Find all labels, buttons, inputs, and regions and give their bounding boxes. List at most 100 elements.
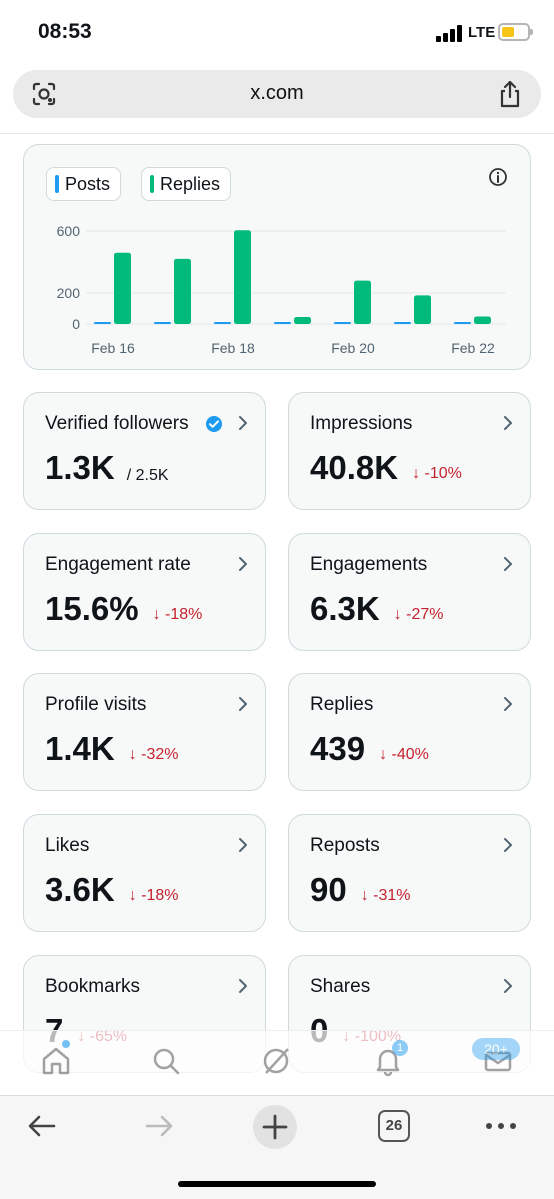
metric-value: 439 <box>310 730 366 767</box>
y-tick-label: 600 <box>57 223 81 239</box>
grok-icon[interactable] <box>260 1045 292 1077</box>
battery-icon <box>498 23 533 41</box>
tabs-count-button[interactable]: 26 <box>378 1110 410 1142</box>
legend-posts-label: Posts <box>65 174 111 194</box>
metric-label: Bookmarks <box>45 976 141 997</box>
metric-delta: ↓ -18% <box>128 887 179 904</box>
chevron-right-icon <box>504 838 512 852</box>
y-tick-label: 0 <box>72 316 80 332</box>
bar-posts <box>154 322 171 324</box>
mail-icon[interactable] <box>482 1045 514 1077</box>
metric-value: 15.6% <box>45 590 139 627</box>
metric-label: Engagements <box>310 554 428 575</box>
network-type: LTE <box>468 24 496 41</box>
bar-replies <box>414 295 431 324</box>
metric-label: Likes <box>45 835 90 856</box>
bar-posts <box>214 322 231 324</box>
forward-icon[interactable] <box>143 1110 175 1142</box>
activity-chart-card: Posts Replies 600 200 0 Feb 16 Feb 18 Feb 20 F… <box>23 144 531 370</box>
metric-label: Profile visits <box>45 694 147 715</box>
metric-label: Impressions <box>310 413 413 434</box>
address-bar[interactable]: x.com <box>13 70 541 118</box>
chevron-right-icon <box>504 697 512 711</box>
legend-replies[interactable]: Replies <box>141 167 232 201</box>
url-text[interactable]: x.com <box>250 82 304 104</box>
metric-subvalue: / 2.5K <box>126 467 169 484</box>
metric-card[interactable]: Reposts 90 ↓ -31% <box>288 814 531 932</box>
chevron-right-icon <box>239 979 247 993</box>
x-tick-label: Feb 20 <box>331 340 375 356</box>
legend-posts[interactable]: Posts <box>46 167 122 201</box>
search-icon[interactable] <box>150 1045 182 1077</box>
bar-replies <box>354 280 371 324</box>
replies-swatch <box>150 175 154 193</box>
home-indicator <box>178 1181 376 1187</box>
home-dot <box>62 1040 70 1048</box>
bar-posts <box>394 322 411 324</box>
status-bar: 08:53 LTE <box>0 0 554 66</box>
plus-icon <box>262 1114 288 1140</box>
bar-replies <box>174 258 191 324</box>
metric-value: 90 <box>310 871 347 908</box>
bar-posts <box>94 322 111 324</box>
chevron-right-icon <box>239 838 247 852</box>
metric-card[interactable]: Profile visits 1.4K ↓ -32% <box>23 673 266 791</box>
bar-replies <box>294 317 311 324</box>
metric-card[interactable]: Replies 439 ↓ -40% <box>288 673 531 791</box>
back-icon[interactable] <box>26 1110 58 1142</box>
bar-posts <box>274 322 291 324</box>
share-icon[interactable] <box>497 80 523 108</box>
messages-badge: 20+ <box>472 1038 520 1060</box>
metric-card[interactable]: Impressions 40.8K ↓ -10% <box>288 392 531 510</box>
metric-card[interactable]: Engagement rate 15.6% ↓ -18% <box>23 533 266 651</box>
bar-posts <box>454 322 471 324</box>
metric-delta: ↓ -40% <box>379 746 429 763</box>
bell-icon[interactable] <box>372 1045 404 1077</box>
metric-label: Shares <box>310 976 371 997</box>
new-tab-button[interactable] <box>253 1105 297 1149</box>
metric-delta: ↓ -10% <box>412 465 462 482</box>
chevron-right-icon <box>504 416 512 430</box>
bar-replies <box>234 230 251 324</box>
chevron-right-icon <box>504 979 512 993</box>
metric-value: 1.3K <box>45 449 115 486</box>
legend-replies-label: Replies <box>160 174 221 194</box>
metric-delta: ↓ -32% <box>128 746 179 763</box>
x-tick-label: Feb 22 <box>451 340 495 356</box>
bar-replies <box>114 252 131 324</box>
bar-posts <box>334 322 351 324</box>
lens-icon[interactable] <box>31 81 57 107</box>
metric-value: 40.8K <box>310 449 399 486</box>
metric-label: Verified followers <box>45 413 189 434</box>
metric-delta: ↓ -31% <box>360 887 411 904</box>
chevron-right-icon <box>239 416 247 430</box>
metric-label: Engagement rate <box>45 554 191 575</box>
metric-card[interactable]: Engagements 6.3K ↓ -27% <box>288 533 531 651</box>
metric-card[interactable]: Verified followers 1.3K / 2.5K <box>23 392 266 510</box>
more-icon[interactable] <box>484 1110 518 1142</box>
metric-value: 3.6K <box>45 871 115 908</box>
status-time: 08:53 <box>38 20 92 43</box>
metric-value: 1.4K <box>45 730 115 767</box>
chevron-right-icon <box>239 557 247 571</box>
metric-label: Reposts <box>310 835 380 856</box>
metric-delta: ↓ -18% <box>152 606 203 623</box>
bar-replies <box>474 316 491 324</box>
verified-badge-icon <box>206 416 222 432</box>
metric-delta: ↓ -27% <box>393 606 444 623</box>
signal-icon <box>436 24 464 42</box>
metric-label: Replies <box>310 694 374 715</box>
x-tick-label: Feb 18 <box>211 340 255 356</box>
x-tab-bar <box>0 1030 554 1094</box>
divider <box>0 133 554 134</box>
info-icon[interactable] <box>488 167 508 187</box>
notification-badge: 1 <box>392 1040 408 1056</box>
y-tick-label: 200 <box>57 285 81 301</box>
chevron-right-icon <box>239 697 247 711</box>
home-icon[interactable] <box>40 1045 72 1077</box>
metric-value: 6.3K <box>310 590 380 627</box>
x-tick-label: Feb 16 <box>91 340 135 356</box>
posts-swatch <box>55 175 59 193</box>
metric-card[interactable]: Likes 3.6K ↓ -18% <box>23 814 266 932</box>
chevron-right-icon <box>504 557 512 571</box>
